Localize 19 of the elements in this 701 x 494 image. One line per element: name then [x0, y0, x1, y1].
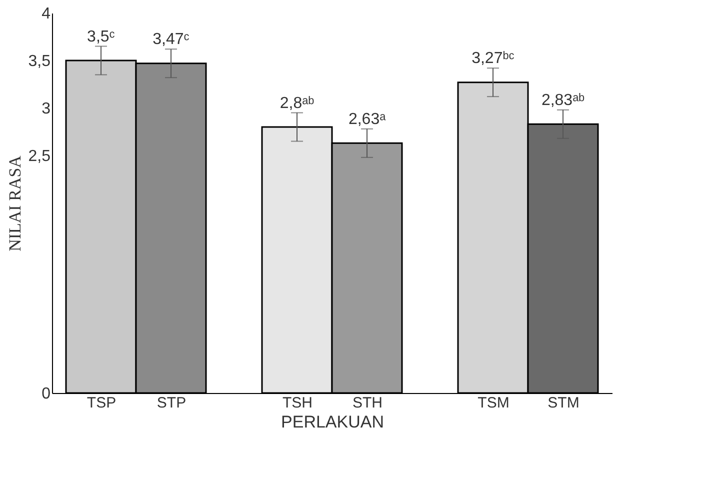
data-label: 3,27ᵇᶜ [472, 50, 515, 68]
y-tick-label: 3 [42, 100, 51, 118]
y-axis-title: NILAI RASA [5, 154, 24, 252]
y-tick-label: 4 [42, 6, 51, 22]
data-label: 2,8ᵃᵇ [280, 94, 314, 112]
data-label: 3,47ᶜ [152, 31, 190, 48]
x-tick-label: STM [548, 394, 580, 412]
x-tick-label: TSH [282, 394, 312, 412]
data-label: 2,83ᵃᵇ [541, 92, 585, 109]
data-label: 3,5ᶜ [87, 28, 116, 46]
x-tick-label: STP [156, 394, 186, 412]
y-tick-label: 0 [42, 386, 51, 402]
y-tick-label: 3,5 [28, 53, 51, 70]
x-axis-title: PERLAKUAN [281, 412, 384, 432]
y-tick-label: 2,5 [28, 148, 51, 165]
data-label: 2,63ᵃ [348, 110, 387, 128]
x-tick-label: STH [352, 394, 382, 412]
x-tick-label: TSM [478, 394, 510, 412]
x-tick-label: TSP [86, 394, 116, 412]
